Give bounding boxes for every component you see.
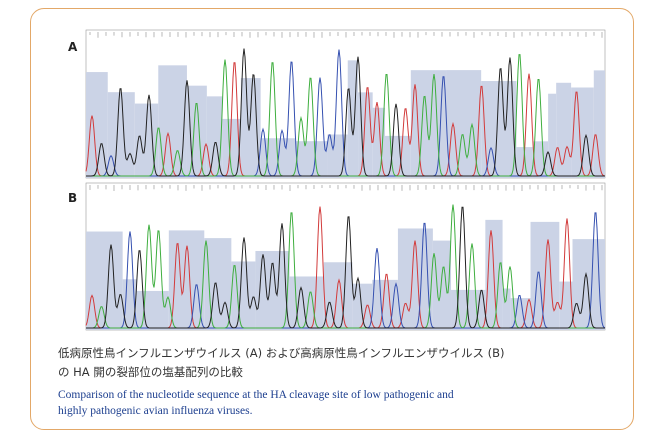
figure-frame [30,8,634,430]
quality-bar [222,118,241,178]
trace [86,54,605,177]
quality-bar [548,93,557,178]
quality-bar [571,87,594,178]
trace [86,48,605,177]
quality-bar [593,70,605,178]
caption-ja: 低病原性鳥インフルエンザウイルス (A) および高病原性鳥インフルエンザウイルス… [58,346,505,360]
quality-bar [502,288,511,330]
quality-bar [385,135,411,178]
quality-bar [231,261,256,330]
quality-bar [410,70,447,178]
quality-bar [446,70,482,178]
quality-bar [432,240,452,330]
quality-bar [323,262,353,330]
panel-label: A [68,40,78,54]
quality-bar [372,279,398,330]
quality-bar [294,141,328,178]
quality-bar [572,239,605,330]
quality-bar [240,78,261,178]
quality-bar [255,250,290,330]
trace [86,206,605,329]
caption-en: highly pathogenic avian influenza viruse… [58,405,253,417]
quality-bar [134,103,159,178]
quality-bar [347,60,359,178]
panel-label: B [68,191,78,205]
quality-bar [204,238,232,330]
quality-bar [358,92,373,178]
quality-bar [107,92,135,178]
quality-bar [86,72,108,178]
quality-bar [516,147,533,178]
quality-bar [352,283,373,330]
quality-bar [556,82,572,178]
caption-en: Comparison of the nucleotide sequence at… [58,389,454,401]
caption-ja: の HA 開の裂部位の塩基配列の比較 [58,365,243,379]
